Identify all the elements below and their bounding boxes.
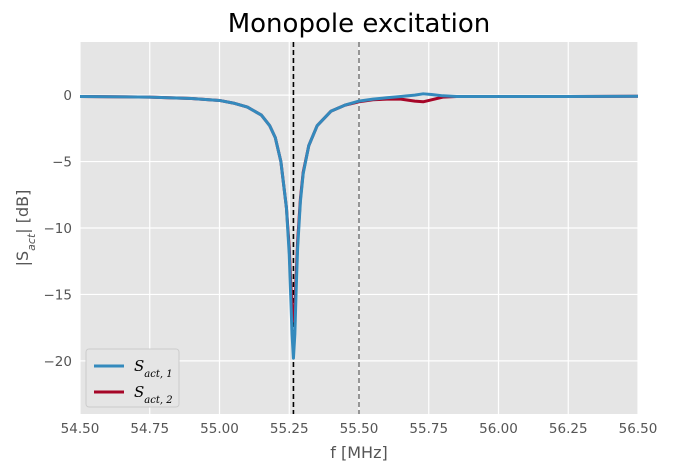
x-tick-labels: 54.50 54.75 55.00 55.25 55.50 55.75 56.00 56.25… <box>61 421 658 437</box>
y-tick-label: −5 <box>52 155 72 171</box>
chart-title: Monopole excitation <box>228 9 491 39</box>
legend-label-s-act-2: Sact, 2 <box>134 383 173 406</box>
y-tick-label: −10 <box>44 221 73 237</box>
x-tick-label: 54.75 <box>130 421 169 437</box>
x-tick-label: 55.50 <box>340 421 379 437</box>
legend-label-s-act-1: Sact, 1 <box>134 357 173 380</box>
y-axis-label: |Sact| [dB] <box>13 190 38 267</box>
x-tick-label: 56.00 <box>479 421 518 437</box>
x-tick-label: 54.50 <box>61 421 100 437</box>
x-tick-label: 55.25 <box>270 421 309 437</box>
legend: Sact, 1 Sact, 2 <box>85 348 180 408</box>
x-tick-label: 56.50 <box>619 421 658 437</box>
series-lines <box>79 92 639 360</box>
reference-lines <box>292 42 360 414</box>
x-tick-label: 55.75 <box>409 421 448 437</box>
y-tick-label: 0 <box>63 88 72 104</box>
x-axis-label: f [MHz] <box>330 443 387 462</box>
y-tick-labels: 0 −5 −10 −15 −20 <box>44 88 73 370</box>
y-tick-label: −15 <box>44 287 73 303</box>
x-tick-label: 55.00 <box>200 421 239 437</box>
y-tick-label: −20 <box>44 354 73 370</box>
series-line-s-act-1 <box>79 92 639 360</box>
x-tick-label: 56.25 <box>549 421 588 437</box>
